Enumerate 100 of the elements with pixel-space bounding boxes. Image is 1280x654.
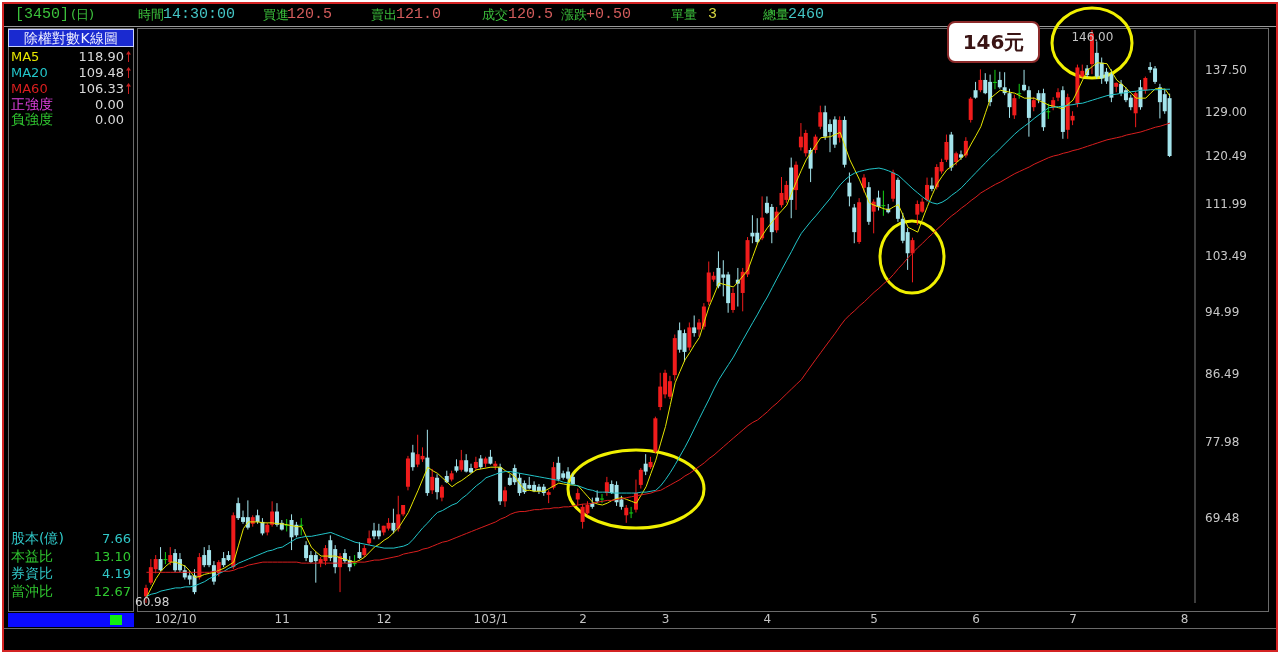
candlestick <box>915 199 920 226</box>
candlestick <box>667 375 672 400</box>
y-tick-label: 129.00 <box>1205 104 1247 119</box>
text: 109.48 <box>78 65 124 80</box>
x-tick-label: 6 <box>972 611 980 626</box>
text: 賣出 <box>371 7 397 22</box>
x-tick-label: 5 <box>870 611 878 626</box>
candlestick <box>968 96 973 124</box>
y-tick-label: 77.98 <box>1205 434 1240 449</box>
text: 成交 <box>482 7 508 22</box>
text: 單量 <box>671 7 697 22</box>
x-tick-label: 3 <box>661 611 670 626</box>
text: 0.00 <box>95 97 124 112</box>
candlestick <box>435 473 440 500</box>
candlestick <box>910 237 915 283</box>
y-tick-label: 120.49 <box>1205 149 1247 164</box>
candlestick <box>1012 94 1017 120</box>
x-tick-label: 102/10 <box>154 611 197 626</box>
candlestick <box>847 172 852 207</box>
text: 2460 <box>788 6 825 23</box>
candlestick <box>1022 69 1027 92</box>
candlestick <box>168 546 173 566</box>
candlestick <box>925 177 930 203</box>
annotation: 146元 <box>962 30 1025 54</box>
text: 漲跌 <box>561 7 587 22</box>
text: 當沖比 <box>11 583 53 599</box>
candlestick <box>396 495 401 532</box>
candlestick <box>600 493 605 504</box>
y-tick-label: 137.50 <box>1205 62 1247 77</box>
x-tick-label: 103/1 <box>473 611 509 626</box>
x-tick-label: 11 <box>274 611 290 626</box>
candlestick <box>1007 88 1012 119</box>
candlestick <box>604 476 609 497</box>
x-tick-label: 2 <box>579 611 587 626</box>
text: +0.50 <box>586 6 632 23</box>
candlestick <box>818 105 823 130</box>
text: 121.0 <box>396 6 442 23</box>
text: 3 <box>708 6 718 23</box>
text: 券資比 <box>11 565 53 581</box>
candlestick <box>430 468 435 495</box>
x-tick-label: 12 <box>376 611 392 626</box>
candlestick <box>638 467 643 490</box>
candlestick <box>687 321 692 351</box>
candlestick <box>1056 87 1061 102</box>
text: 本益比 <box>11 548 53 564</box>
candlestick <box>1138 79 1143 111</box>
text: 14:30:00 <box>163 6 236 23</box>
text: 7.66 <box>102 531 131 546</box>
candlestick <box>391 508 396 534</box>
text: 股本(億) <box>11 530 64 546</box>
text: 120.5 <box>508 6 554 23</box>
candlestick <box>163 551 168 565</box>
y-tick-label: 111.99 <box>1205 197 1247 212</box>
candlestick <box>556 456 561 482</box>
candlestick <box>978 68 983 93</box>
candlestick <box>677 321 682 354</box>
y-tick-label: 94.99 <box>1205 305 1240 320</box>
x-tick-label: 7 <box>1069 611 1077 626</box>
candlestick <box>992 69 997 90</box>
candlestick <box>289 513 294 551</box>
candlestick <box>502 486 507 508</box>
candlestick <box>779 176 784 209</box>
annotation: 60.98 <box>135 595 170 609</box>
text: 負強度 <box>11 111 53 127</box>
candlestick <box>580 503 585 530</box>
candlestick <box>304 540 309 562</box>
text: MA5 <box>11 49 40 64</box>
text: 120.5 <box>287 6 333 23</box>
candlestick <box>881 190 886 217</box>
candlestick <box>658 372 663 411</box>
candlestick <box>730 287 735 314</box>
text: 106.33 <box>78 81 124 96</box>
candlestick <box>643 453 648 476</box>
text: 時間 <box>138 7 164 22</box>
text: 4.19 <box>102 566 131 581</box>
text: 總量 <box>763 7 789 22</box>
candlestick <box>1109 68 1114 103</box>
candlestick <box>410 444 415 472</box>
candlestick <box>692 315 697 338</box>
candlestick <box>202 546 207 568</box>
candlestick <box>236 497 241 521</box>
text: 13.10 <box>93 549 131 564</box>
text: 買進 <box>263 7 289 22</box>
y-tick-label: 86.49 <box>1205 366 1240 381</box>
candlestick <box>803 129 808 158</box>
candlestick <box>1133 90 1138 128</box>
candlestick <box>944 134 949 163</box>
text: (日) <box>71 7 95 22</box>
candlestick <box>473 456 478 472</box>
text: 正強度 <box>11 96 53 112</box>
candlestick <box>808 147 813 183</box>
candlestick <box>158 546 163 572</box>
candlestick <box>784 180 789 204</box>
text: MA60 <box>11 81 48 96</box>
text: 12.67 <box>93 584 131 599</box>
candlestick <box>459 449 464 473</box>
chart-title: 除權對數K線圖 <box>24 30 118 46</box>
text: MA20 <box>11 65 48 80</box>
x-tick-label: 4 <box>763 611 772 626</box>
text: 118.90 <box>78 49 124 64</box>
